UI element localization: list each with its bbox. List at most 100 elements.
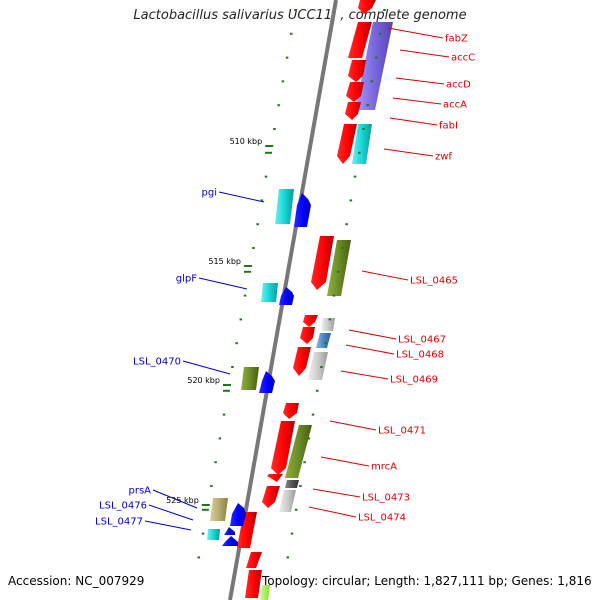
- gene-label: accA: [443, 100, 467, 111]
- scale-tick: [311, 413, 315, 416]
- cog-bar-khaki: [210, 498, 228, 521]
- topology-label: Topology: circular; Length: 1,827,111 bp…: [262, 574, 592, 588]
- scale-tick: [294, 9, 297, 11]
- scale-tick: [366, 104, 369, 107]
- label-leader-line: [152, 489, 198, 509]
- cog-bar-cyan: [352, 124, 372, 164]
- scale-tick-label: 525 kbp: [166, 496, 199, 505]
- cog-bar-olive: [285, 425, 312, 478]
- gene-label: LSL_0470: [133, 357, 181, 368]
- label-leader-line: [395, 77, 445, 85]
- gene-zwf[interactable]: [337, 124, 357, 164]
- gene-label: LSL_0468: [396, 350, 444, 361]
- label-leader-line: [148, 504, 194, 521]
- label-leader-line: [383, 148, 434, 157]
- scale-tick: [201, 508, 209, 511]
- scale-tick: [324, 342, 327, 345]
- scale-tick: [332, 294, 336, 297]
- scale-tick-major: [222, 384, 231, 386]
- scale-tick: [370, 80, 374, 83]
- gene-glpF[interactable]: [279, 287, 294, 305]
- gene-label: LSL_0465: [410, 276, 458, 287]
- gene-label: LSL_0477: [95, 517, 143, 528]
- cog-bar-dark: [285, 480, 299, 488]
- gene-LSL_0476[interactable]: [224, 527, 235, 535]
- scale-tick: [294, 508, 298, 511]
- cog-bar-purple: [355, 22, 393, 110]
- gene-LSL_0470[interactable]: [259, 371, 275, 393]
- scale-tick: [222, 413, 226, 416]
- gene-unlabeled[interactable]: [245, 570, 262, 598]
- label-leader-line: [329, 420, 377, 431]
- cog-bar-cyan: [207, 529, 220, 540]
- gene-LSL_0477[interactable]: [222, 536, 238, 546]
- label-leader-line: [345, 344, 395, 355]
- gene-LSL_0473[interactable]: [267, 474, 283, 482]
- gene-pgi[interactable]: [294, 193, 311, 227]
- scale-tick: [362, 128, 365, 130]
- gene-accA[interactable]: [346, 82, 364, 102]
- gene-label: fabI: [439, 121, 458, 132]
- label-leader-line: [348, 329, 397, 340]
- scale-ticks: 510 kbp 515 kbp 520 kbp 525 kbp: [166, 9, 386, 559]
- gene-LSL_0471[interactable]: [283, 403, 299, 419]
- cog-bar-cyan: [275, 189, 294, 224]
- gene-LSL_0465[interactable]: [311, 236, 334, 290]
- forward-strand-genes: [237, 0, 376, 598]
- label-leader-line: [312, 488, 361, 498]
- scale-tick: [320, 366, 323, 368]
- scale-tick: [265, 151, 273, 154]
- label-leader-line: [198, 277, 248, 290]
- scale-tick-major: [201, 504, 210, 506]
- scale-tick: [281, 80, 285, 83]
- label-leader-line: [389, 117, 438, 126]
- scale-tick: [286, 556, 290, 559]
- scale-tick: [290, 32, 293, 35]
- gene-unlabeled[interactable]: [237, 512, 257, 548]
- gene-label: LSL_0476: [99, 501, 147, 512]
- scale-tick: [239, 318, 243, 321]
- scale-tick: [315, 389, 319, 392]
- scale-tick: [307, 437, 311, 440]
- gene-LSL_0474[interactable]: [262, 486, 280, 508]
- scale-tick: [231, 366, 234, 368]
- label-leader-line: [392, 97, 442, 105]
- gene-label: LSL_0467: [398, 335, 446, 346]
- gene-fabZ[interactable]: [358, 0, 376, 14]
- cog-bar-steel: [316, 333, 331, 348]
- gene-labels: fabZ accC accD accA fabI zwf LSL_0465 LSL_0467 L…: [95, 34, 475, 528]
- gene-LSL_0467[interactable]: [303, 315, 318, 327]
- scale-tick: [299, 485, 302, 487]
- gene-label: mrcA: [371, 462, 397, 473]
- gene-LSL_0469[interactable]: [293, 347, 311, 376]
- scale-tick: [273, 128, 276, 130]
- scale-tick: [260, 199, 264, 202]
- gene-label: pgi: [202, 188, 217, 199]
- scale-tick: [379, 32, 382, 35]
- scale-tick-major: [265, 145, 274, 147]
- cog-bar-grey: [321, 318, 335, 331]
- gene-prsA[interactable]: [230, 503, 246, 526]
- scale-tick-major: [244, 265, 253, 267]
- scale-tick: [264, 175, 268, 178]
- scale-tick: [277, 104, 280, 107]
- gene-mrcA[interactable]: [271, 421, 295, 475]
- scale-tick: [349, 199, 353, 202]
- scale-tick: [358, 151, 361, 154]
- label-leader-line: [308, 506, 357, 518]
- gene-label: LSL_0474: [358, 513, 406, 524]
- gene-fabI[interactable]: [345, 102, 361, 120]
- scale-tick: [374, 56, 378, 59]
- label-leader-line: [387, 27, 444, 39]
- cog-bar-grey: [308, 352, 328, 380]
- scale-tick: [243, 270, 251, 273]
- scale-tick: [201, 532, 205, 535]
- scale-tick: [243, 294, 247, 297]
- gene-label: zwf: [435, 152, 452, 163]
- gene-accD[interactable]: [348, 60, 366, 82]
- accession-label: Accession: NC_007929: [8, 574, 145, 588]
- gene-LSL_0468[interactable]: [300, 327, 315, 344]
- gene-unlabeled[interactable]: [246, 552, 262, 568]
- gene-accC[interactable]: [348, 22, 372, 58]
